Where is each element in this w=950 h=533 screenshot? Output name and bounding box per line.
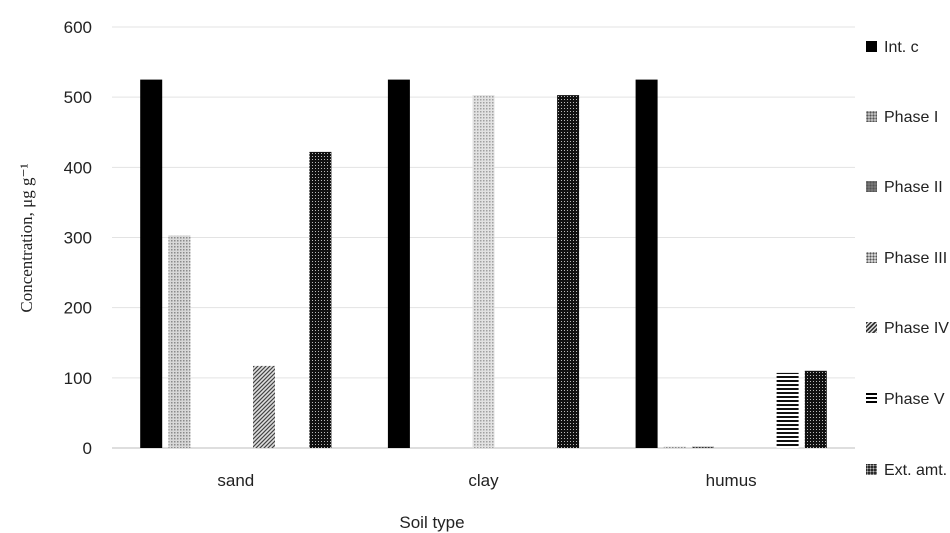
legend-label: Int. c <box>884 39 919 56</box>
bar-int-c-humus <box>635 79 658 448</box>
bar-phase-iii-clay <box>472 95 495 448</box>
legend-label: Phase V <box>884 391 945 408</box>
bar-phase-i-sand <box>168 235 191 448</box>
legend-label: Phase III <box>884 250 948 267</box>
y-tick-label: 0 <box>83 439 92 458</box>
y-axis-ticks: 0 100 200 300 400 500 600 <box>64 18 92 458</box>
bar-int-c-sand <box>140 79 163 448</box>
y-axis-title: Concentration, μg g⁻¹ <box>17 163 36 312</box>
y-tick-label: 600 <box>64 18 92 37</box>
x-tick-label: clay <box>468 471 499 490</box>
legend-label: Phase I <box>884 109 939 126</box>
bars <box>140 79 827 448</box>
legend-swatch <box>866 41 877 52</box>
legend-label: Phase II <box>884 179 943 196</box>
bar-phase-ii-humus <box>692 446 714 448</box>
bar-phase-i-humus <box>663 446 686 448</box>
bar-phase-v-humus <box>776 372 799 448</box>
y-tick-label: 200 <box>64 299 92 318</box>
x-axis-title: Soil type <box>399 513 464 532</box>
legend-label: Phase IV <box>884 320 949 337</box>
y-tick-label: 100 <box>64 369 92 388</box>
bar-ext-amt-humus <box>804 370 827 448</box>
y-tick-label: 400 <box>64 158 92 177</box>
bar-ext-amt-sand <box>309 151 332 448</box>
legend-swatch <box>866 181 877 192</box>
x-axis-categories: sand clay humus <box>217 471 756 490</box>
bar-int-c-clay <box>387 79 410 448</box>
legend-swatch <box>866 393 877 404</box>
bar-phase-iv-sand <box>253 365 275 448</box>
x-tick-label: sand <box>217 471 254 490</box>
bar-ext-amt-clay <box>557 95 580 448</box>
legend-label: Ext. amt. <box>884 462 948 479</box>
y-tick-label: 300 <box>64 229 92 248</box>
legend-swatch <box>866 464 877 475</box>
legend-swatch <box>866 252 877 263</box>
legend-swatch <box>866 111 877 122</box>
legend-swatch <box>866 322 877 333</box>
x-tick-label: humus <box>706 471 757 490</box>
y-tick-label: 500 <box>64 88 92 107</box>
